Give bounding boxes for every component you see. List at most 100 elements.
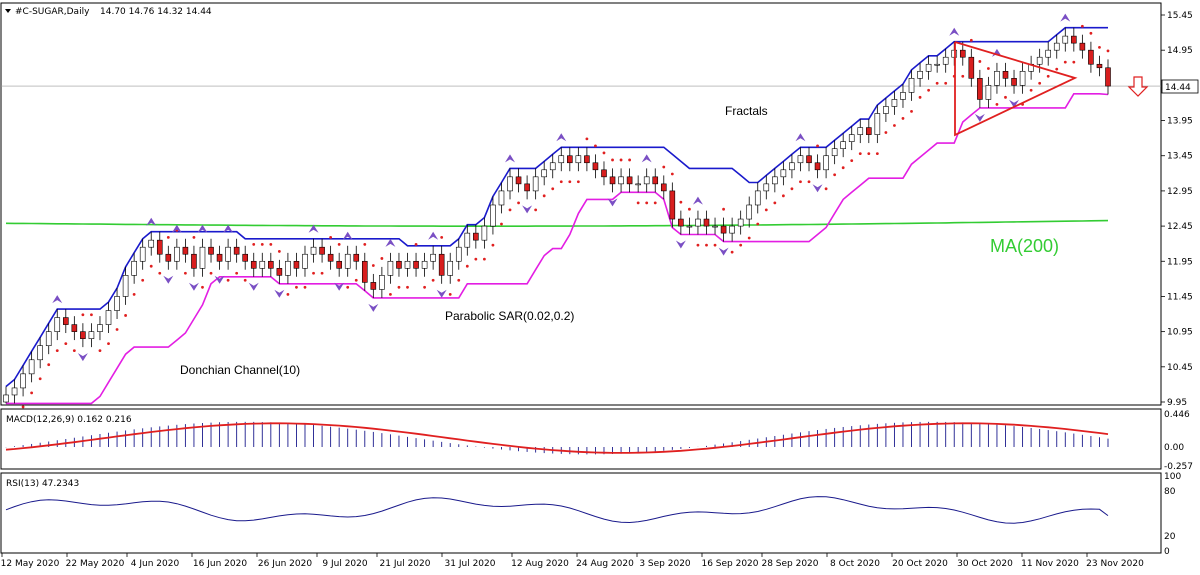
fractal-down-icon xyxy=(214,275,225,284)
sar-dot xyxy=(277,250,281,253)
ohlc-label: 14.70 14.76 14.32 14.44 xyxy=(100,7,212,17)
candle-body xyxy=(105,310,112,325)
candle-body xyxy=(857,127,864,135)
candle-body xyxy=(370,282,377,290)
candle-body xyxy=(54,317,61,332)
candle-body xyxy=(327,253,334,262)
sar-dot xyxy=(30,391,34,395)
sar-dot xyxy=(790,187,794,191)
sar-dot xyxy=(201,285,204,289)
sar-dot xyxy=(183,271,187,275)
sar-dot xyxy=(747,236,751,240)
candle-body xyxy=(413,260,419,269)
fractal-up-icon xyxy=(197,224,208,233)
candle-body xyxy=(1071,35,1077,44)
donchian-upper-line xyxy=(5,26,1108,388)
parabolic-sar-annotation: Parabolic SAR(0.02,0.2) xyxy=(445,309,574,323)
candle-body xyxy=(549,162,556,171)
sar-dot xyxy=(858,152,862,156)
sar-dot xyxy=(98,349,102,353)
macd-label: MACD(12,26,9) 0.162 0.216 xyxy=(6,415,132,425)
candle-body xyxy=(584,155,590,164)
sar-dot xyxy=(380,257,384,260)
sar-dot xyxy=(1038,81,1042,85)
sar-dot xyxy=(465,264,469,268)
price-tick-label: 9.95 xyxy=(1167,398,1187,408)
fractal-up-icon xyxy=(52,295,63,304)
sar-dot xyxy=(833,173,837,177)
sar-dot xyxy=(722,207,725,211)
candle-body xyxy=(806,155,812,164)
sar-dot xyxy=(713,243,717,247)
price-tick-label: 14.95 xyxy=(1167,46,1193,56)
fractal-up-icon xyxy=(223,224,234,233)
fractal-down-icon xyxy=(274,289,285,298)
date-label: 20 Oct 2020 xyxy=(892,559,948,569)
sar-dot xyxy=(124,314,127,317)
price-tick-label: 13.45 xyxy=(1167,152,1193,162)
sar-dot xyxy=(1055,67,1059,71)
candle-body xyxy=(1053,42,1060,51)
candle-body xyxy=(746,204,753,220)
sar-dot xyxy=(303,285,307,289)
sar-dot xyxy=(491,243,495,247)
sar-dot xyxy=(901,117,905,120)
candle-body xyxy=(567,155,573,164)
candle-body xyxy=(353,253,360,262)
sar-dot xyxy=(414,242,418,246)
sar-dot xyxy=(260,242,264,246)
sar-dot xyxy=(875,152,879,156)
sar-dot xyxy=(90,313,93,317)
dropdown-triangle-icon[interactable] xyxy=(5,9,11,13)
fractal-down-icon xyxy=(77,353,88,362)
candle-body xyxy=(720,225,727,234)
sar-dot xyxy=(337,242,341,246)
candle-body xyxy=(874,113,881,135)
candle-body xyxy=(28,359,35,375)
sar-dot xyxy=(1089,31,1093,35)
date-label: 12 May 2020 xyxy=(1,559,60,569)
candle-body xyxy=(1045,49,1052,58)
candle-body xyxy=(840,141,846,149)
sar-dot xyxy=(166,235,170,239)
candle-body xyxy=(233,246,240,255)
sar-dot xyxy=(423,285,426,289)
candle-body xyxy=(1062,35,1069,44)
candle-body xyxy=(678,218,684,227)
fractal-down-icon xyxy=(248,282,259,291)
sar-dot xyxy=(47,363,51,367)
candle-body xyxy=(1002,70,1009,79)
sar-dot xyxy=(910,109,913,113)
sar-dot xyxy=(482,257,486,261)
candle-body xyxy=(1105,67,1111,87)
macd-signal-line xyxy=(5,422,1109,454)
sar-dot xyxy=(107,342,110,345)
candle-body xyxy=(797,155,804,164)
candle-body xyxy=(626,176,633,185)
ma200-annotation: MA(200) xyxy=(990,236,1059,256)
candle-body xyxy=(618,176,624,185)
date-label: 21 Jul 2020 xyxy=(380,559,431,569)
sar-dot xyxy=(987,67,990,70)
candle-body xyxy=(712,225,718,228)
sar-dot xyxy=(585,137,589,141)
fractal-down-icon xyxy=(974,113,985,122)
date-label: 24 Aug 2020 xyxy=(576,559,634,569)
sar-dot xyxy=(816,144,819,148)
sar-dot xyxy=(329,235,333,239)
sar-dot xyxy=(559,180,563,184)
candle-body xyxy=(643,176,650,185)
candle-body xyxy=(293,260,300,269)
candle-body xyxy=(532,176,539,192)
candle-body xyxy=(430,253,436,262)
sar-dot xyxy=(730,250,734,254)
sar-dot xyxy=(72,349,76,353)
date-label: 16 Sep 2020 xyxy=(701,559,758,569)
sar-dot xyxy=(38,377,42,381)
sar-dot xyxy=(457,278,461,282)
candle-body xyxy=(985,85,992,100)
candle-body xyxy=(490,204,496,227)
rsi-tick-label: 0 xyxy=(1164,547,1170,557)
candle-body xyxy=(660,183,667,192)
candle-body xyxy=(498,190,505,206)
